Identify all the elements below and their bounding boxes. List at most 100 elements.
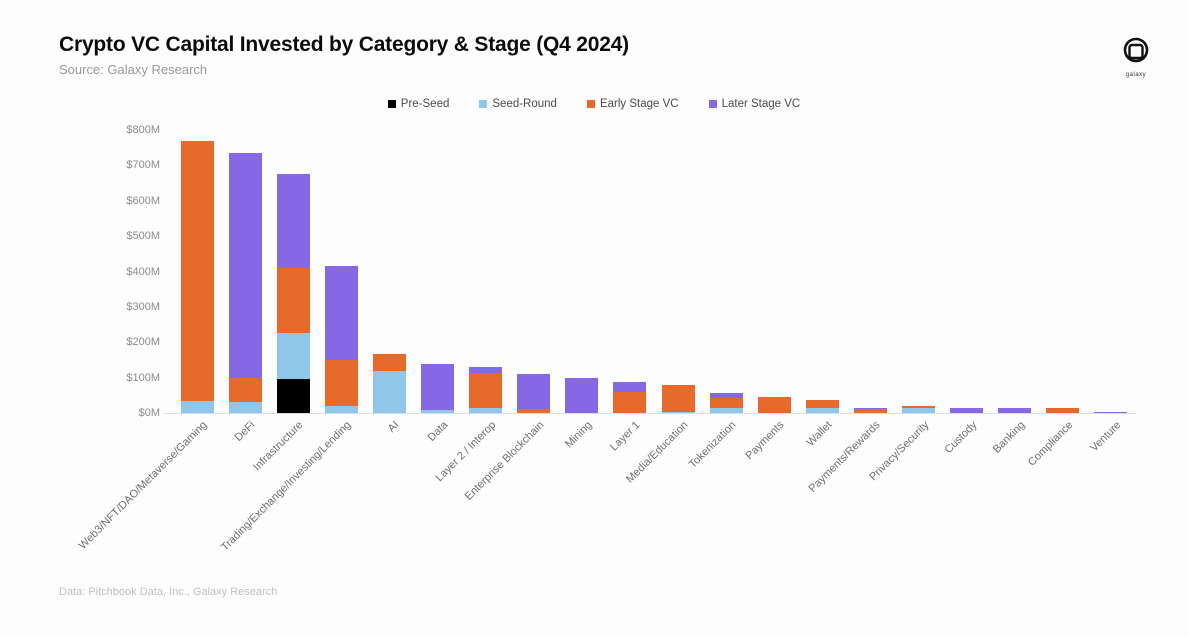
bar-segment-early-stage-vc[interactable] xyxy=(1046,408,1080,413)
bar-venture[interactable] xyxy=(1094,412,1128,413)
bar-privacy-security[interactable] xyxy=(902,406,935,413)
legend-item-later-stage-vc[interactable]: Later Stage VC xyxy=(708,98,800,110)
legend-item-early-stage-vc[interactable]: Early Stage VC xyxy=(586,98,679,110)
bar-segment-seed-round[interactable] xyxy=(421,410,454,413)
bar-segment-seed-round[interactable] xyxy=(902,407,935,413)
legend-swatch xyxy=(586,100,595,108)
bar-ai[interactable] xyxy=(372,353,406,413)
bar-infrastructure[interactable] xyxy=(276,174,310,413)
y-tick-label: $700M xyxy=(126,159,160,172)
bar-segment-later-stage-vc[interactable] xyxy=(613,381,647,393)
bar-segment-seed-round[interactable] xyxy=(805,408,839,413)
legend-label: Seed-Round xyxy=(492,98,557,110)
legend-item-pre-seed[interactable]: Pre-Seed xyxy=(387,98,449,110)
page-subtitle: Source: Galaxy Research xyxy=(59,62,208,77)
bar-segment-later-stage-vc[interactable] xyxy=(276,174,310,268)
bar-segment-later-stage-vc[interactable] xyxy=(324,266,358,360)
bar-segment-seed-round[interactable] xyxy=(324,405,358,413)
bar-banking[interactable] xyxy=(998,408,1032,413)
bar-segment-seed-round[interactable] xyxy=(661,411,695,413)
bar-payments[interactable] xyxy=(757,397,791,413)
bar-web3-nft-dao-metaverse-gaming[interactable] xyxy=(180,140,214,413)
x-tick-label: Custody xyxy=(942,419,980,457)
bar-segment-later-stage-vc[interactable] xyxy=(950,407,984,413)
bar-segment-seed-round[interactable] xyxy=(276,333,310,380)
bar-segment-early-stage-vc[interactable] xyxy=(613,392,647,413)
x-tick-label: Trading/Exchange/Investing/Lending xyxy=(219,419,354,554)
bar-segment-early-stage-vc[interactable] xyxy=(661,385,695,412)
galaxy-logo-icon xyxy=(1123,37,1149,63)
page-title: Crypto VC Capital Invested by Category &… xyxy=(59,33,629,56)
x-tick-label: Media/Education xyxy=(624,419,691,486)
bar-layer-2-interop[interactable] xyxy=(469,367,503,413)
legend-item-seed-round[interactable]: Seed-Round xyxy=(479,98,557,110)
bar-segment-early-stage-vc[interactable] xyxy=(757,397,791,413)
bar-segment-later-stage-vc[interactable] xyxy=(1094,412,1128,413)
y-tick-label: $400M xyxy=(126,265,160,278)
bar-segment-early-stage-vc[interactable] xyxy=(853,409,887,413)
legend-swatch xyxy=(387,100,396,108)
bar-media-education[interactable] xyxy=(661,385,695,413)
bar-segment-later-stage-vc[interactable] xyxy=(709,392,743,399)
y-tick-label: $200M xyxy=(126,336,160,349)
x-axis-line xyxy=(164,413,1136,414)
bar-segment-early-stage-vc[interactable] xyxy=(324,359,358,406)
bar-tokenization[interactable] xyxy=(709,392,743,413)
bar-compliance[interactable] xyxy=(1046,408,1080,413)
bar-segment-early-stage-vc[interactable] xyxy=(469,373,503,409)
x-tick-label: DeFi xyxy=(232,419,258,444)
bar-segment-early-stage-vc[interactable] xyxy=(709,398,743,409)
x-tick-label: Banking xyxy=(990,419,1028,456)
bar-segment-later-stage-vc[interactable] xyxy=(998,408,1032,413)
y-tick-label: $100M xyxy=(126,371,160,384)
x-tick-label: Payments/Rewards xyxy=(806,419,883,495)
bar-wallet[interactable] xyxy=(805,399,839,413)
bar-segment-early-stage-vc[interactable] xyxy=(805,399,839,409)
bar-segment-seed-round[interactable] xyxy=(228,402,262,413)
bar-segment-early-stage-vc[interactable] xyxy=(228,377,262,403)
bar-payments-rewards[interactable] xyxy=(853,407,887,413)
legend-swatch xyxy=(479,100,488,108)
bar-segment-later-stage-vc[interactable] xyxy=(421,364,454,411)
bar-trading-exchange-investing-lending[interactable] xyxy=(324,266,358,413)
bar-segment-seed-round[interactable] xyxy=(469,408,503,413)
bar-mining[interactable] xyxy=(565,377,599,413)
bar-segment-early-stage-vc[interactable] xyxy=(517,409,551,413)
x-tick-label: Mining xyxy=(562,419,595,451)
bar-defi[interactable] xyxy=(228,153,262,413)
y-tick-label: $600M xyxy=(126,194,160,207)
bar-segment-early-stage-vc[interactable] xyxy=(902,406,935,408)
x-tick-label: Tokenization xyxy=(686,419,739,471)
x-tick-label: Web3/NFT/DAO/Metaverse/Gaming xyxy=(76,419,210,552)
x-tick-label: Venture xyxy=(1088,419,1124,455)
bar-segment-seed-round[interactable] xyxy=(372,370,406,413)
bar-enterprise-blockchain[interactable] xyxy=(517,374,551,413)
legend-label: Early Stage VC xyxy=(599,98,679,110)
bar-data[interactable] xyxy=(421,364,454,413)
bar-segment-later-stage-vc[interactable] xyxy=(469,367,503,374)
x-tick-label: AI xyxy=(386,419,402,435)
bar-segment-pre-seed[interactable] xyxy=(276,379,310,413)
x-tick-label: Wallet xyxy=(804,419,835,449)
bar-segment-later-stage-vc[interactable] xyxy=(228,153,262,378)
bar-layer-1[interactable] xyxy=(613,381,647,413)
bar-segment-early-stage-vc[interactable] xyxy=(372,353,406,371)
x-tick-label: Enterprise Blockchain xyxy=(462,419,547,503)
galaxy-logo: galaxy xyxy=(1116,36,1156,78)
bar-segment-later-stage-vc[interactable] xyxy=(853,407,887,410)
bar-segment-early-stage-vc[interactable] xyxy=(276,267,310,334)
bar-segment-early-stage-vc[interactable] xyxy=(180,140,214,401)
plot-area xyxy=(168,130,1135,413)
bar-segment-later-stage-vc[interactable] xyxy=(517,374,551,410)
bar-custody[interactable] xyxy=(950,407,984,413)
x-tick-label: Compliance xyxy=(1025,419,1076,469)
galaxy-logo-text: galaxy xyxy=(1125,72,1147,78)
bar-segment-seed-round[interactable] xyxy=(709,408,743,413)
bar-segment-later-stage-vc[interactable] xyxy=(565,377,599,413)
bar-segment-seed-round[interactable] xyxy=(180,400,214,413)
y-tick-label: $500M xyxy=(126,230,160,243)
x-tick-label: Privacy/Security xyxy=(866,419,931,484)
y-tick-label: $300M xyxy=(126,300,160,313)
